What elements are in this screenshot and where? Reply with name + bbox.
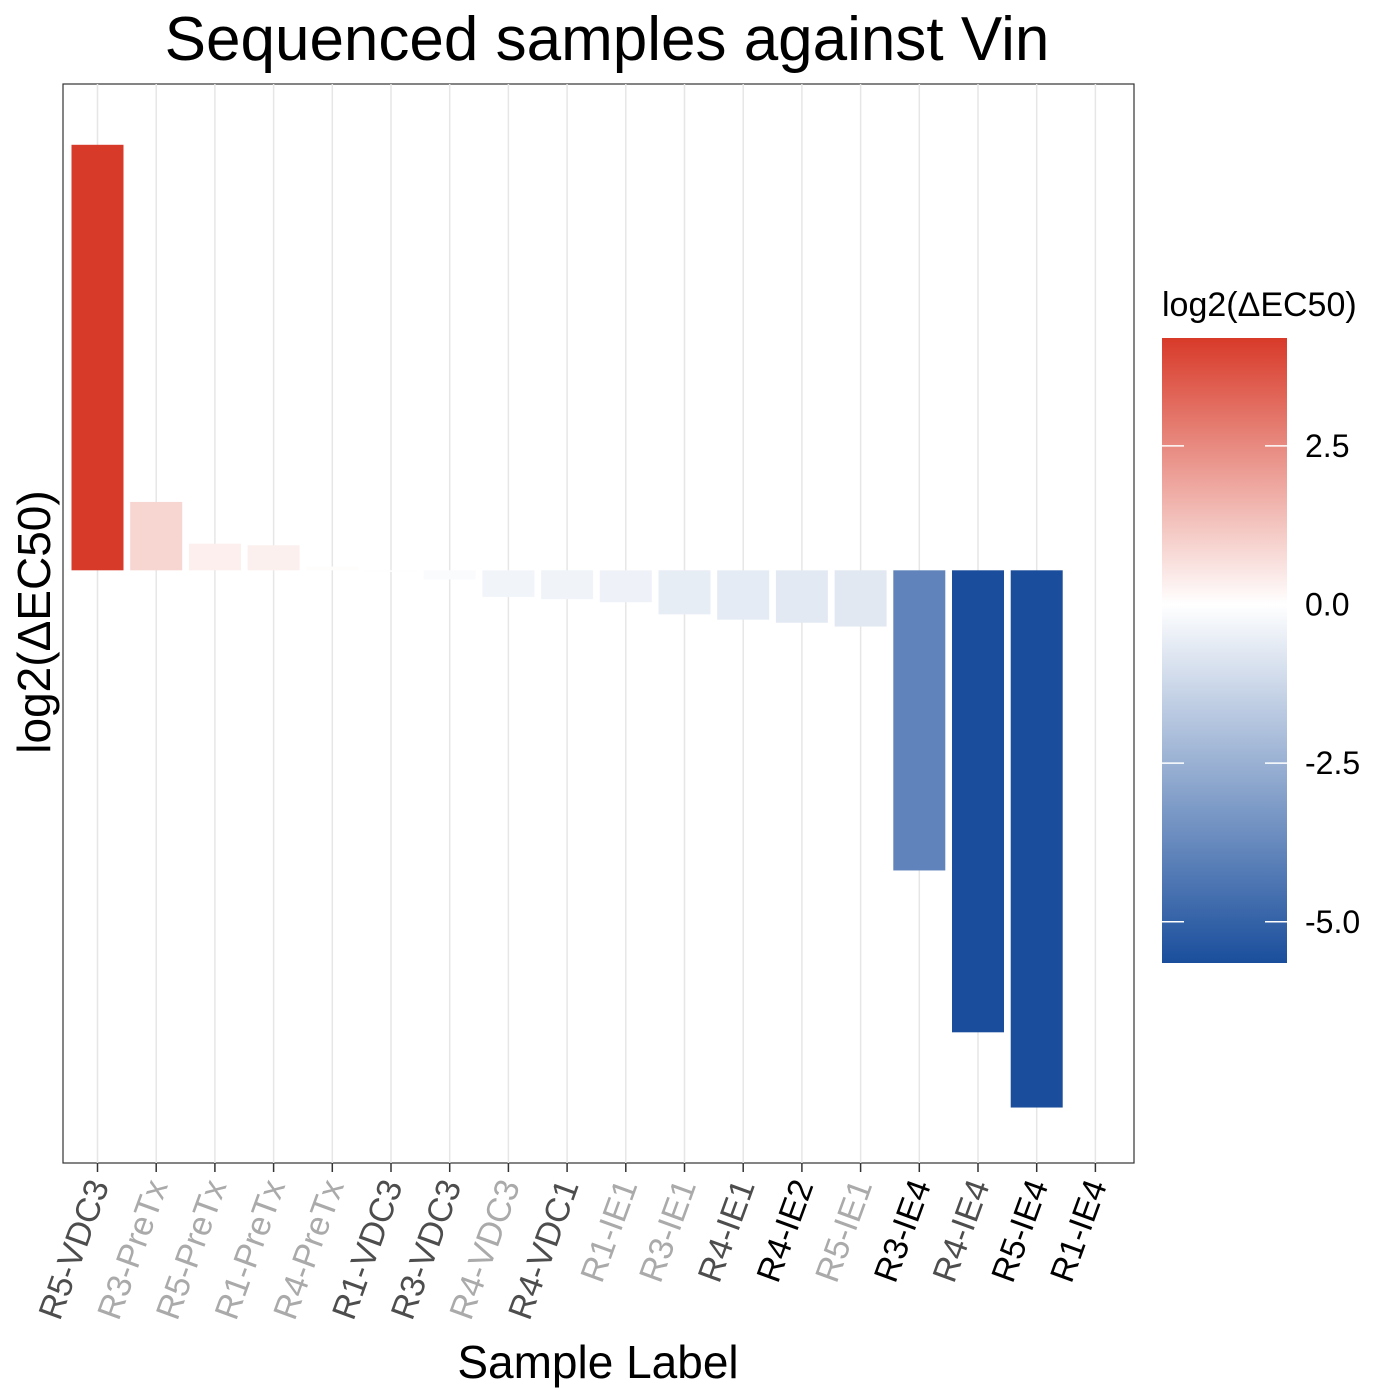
x-axis: R5-VDC3R3-PreTxR5-PreTxR1-PreTxR4-PreTxR… xyxy=(32,1163,1115,1324)
legend-tick-label: -2.5 xyxy=(1305,745,1360,781)
bar-r4-pretx xyxy=(306,566,359,571)
chart-title: Sequenced samples against Vin xyxy=(165,5,1050,74)
legend-tick-label: 2.5 xyxy=(1305,428,1349,464)
bar-r1-vdc3 xyxy=(365,570,417,572)
bar-r4-ie4 xyxy=(952,570,1004,1033)
bar-r5-pretx xyxy=(188,543,241,571)
x-axis-title: Sample Label xyxy=(457,1336,738,1388)
bar-r5-ie4 xyxy=(1010,570,1063,1108)
colorbar xyxy=(1162,338,1287,963)
bar-r4-ie1 xyxy=(717,570,770,620)
legend-title: log2(ΔEC50) xyxy=(1162,286,1357,324)
bars xyxy=(71,144,1063,1108)
legend-tick-label: -5.0 xyxy=(1305,904,1360,940)
y-axis-title: log2(ΔEC50) xyxy=(8,490,60,753)
bar-r1-ie1 xyxy=(599,570,652,603)
grid-lines xyxy=(96,84,1097,1163)
bar-r4-ie2 xyxy=(775,570,828,623)
bar-r3-pretx xyxy=(130,501,183,571)
bar-r4-vdc3 xyxy=(482,570,535,597)
legend-tick-label: 0.0 xyxy=(1305,586,1349,622)
bar-r3-ie4 xyxy=(893,570,946,871)
bar-r1-pretx xyxy=(247,545,300,571)
bar-r5-ie1 xyxy=(834,570,887,627)
bar-r3-ie1 xyxy=(658,570,711,615)
bar-r3-vdc3 xyxy=(423,570,476,580)
legend: log2(ΔEC50) 2.5 0.0 -2.5 -5.0 xyxy=(1162,286,1360,963)
bar-r5-vdc3 xyxy=(71,144,124,571)
bar-r4-vdc1 xyxy=(541,570,594,600)
